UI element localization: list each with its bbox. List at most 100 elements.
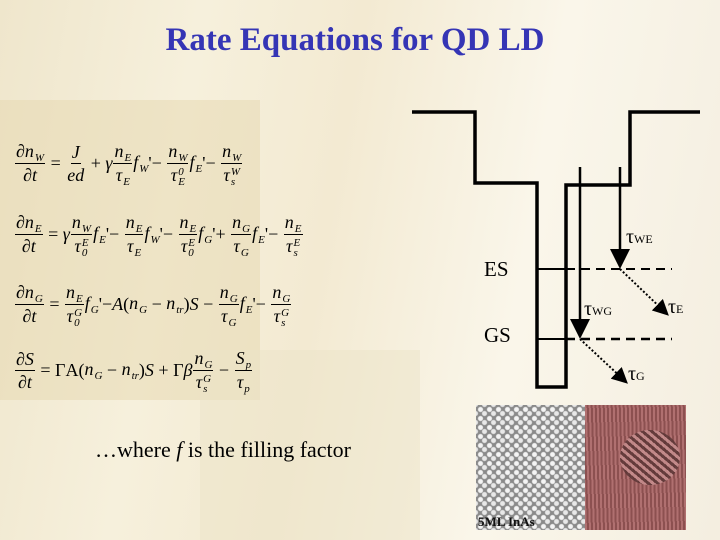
variable-base: n bbox=[232, 212, 242, 232]
variable-base: τ bbox=[195, 371, 203, 392]
variable: f E bbox=[189, 152, 202, 174]
variable-base: n bbox=[121, 359, 131, 380]
sub-superscript: p bbox=[244, 374, 250, 394]
operator-text: − bbox=[102, 359, 122, 380]
variable: n W bbox=[72, 212, 91, 234]
variable: f G bbox=[198, 223, 212, 245]
numerator: n E bbox=[124, 211, 144, 235]
variable-base: τ bbox=[180, 235, 188, 256]
operator-text: ∂ bbox=[16, 212, 25, 233]
variable-base: t bbox=[31, 306, 37, 327]
sub-superscript: W bbox=[139, 154, 148, 175]
superscript: E bbox=[293, 236, 301, 249]
subscript: E bbox=[245, 304, 253, 317]
sub-superscript: E bbox=[123, 167, 130, 187]
variable-base: τ bbox=[126, 235, 134, 256]
variable-base: f bbox=[133, 152, 139, 173]
variable-base: τ bbox=[115, 164, 123, 185]
sub-superscript: G bbox=[94, 361, 102, 382]
variable: f E bbox=[240, 293, 253, 315]
numerator: n W bbox=[70, 211, 93, 235]
sub-superscript: E bbox=[190, 214, 197, 234]
variable-base: β bbox=[183, 359, 193, 380]
variable: f E bbox=[93, 223, 106, 245]
operator-text: '− bbox=[264, 223, 283, 244]
subscript: G bbox=[240, 246, 249, 259]
superscript: G bbox=[74, 306, 83, 319]
gs-label: GS bbox=[484, 323, 511, 347]
numerator: ∂n W bbox=[15, 140, 46, 165]
tau-wg-base: τ bbox=[584, 298, 593, 320]
numerator: S p bbox=[234, 347, 253, 371]
variable: J bbox=[72, 142, 80, 162]
tau-e-base: τ bbox=[668, 296, 677, 318]
variable: S bbox=[145, 360, 154, 381]
variable-base: n bbox=[179, 212, 189, 232]
variable: τ E bbox=[126, 235, 141, 258]
variable-base: t bbox=[31, 165, 37, 186]
numerator: n E bbox=[283, 211, 303, 235]
sub-superscript: G bbox=[139, 295, 147, 316]
variable: t bbox=[27, 372, 32, 392]
subscript: tr bbox=[176, 304, 184, 317]
note-suffix: is the filling factor bbox=[182, 437, 351, 462]
variable-base: τ bbox=[286, 235, 293, 256]
superscript: E bbox=[188, 236, 195, 249]
numerator: n G bbox=[271, 281, 292, 305]
variable: τ G bbox=[221, 306, 236, 328]
operator-text: − bbox=[214, 359, 234, 380]
superscript: 0 bbox=[178, 165, 184, 178]
operator-text: ∂ bbox=[22, 306, 32, 327]
operator-text: − bbox=[147, 293, 167, 314]
numerator: n G bbox=[231, 211, 252, 235]
variable-base: n bbox=[166, 293, 176, 314]
variable: n G bbox=[272, 282, 290, 304]
sub-superscript: W bbox=[82, 214, 91, 234]
tau-wg-label: τWG bbox=[584, 298, 612, 321]
variable-base: f bbox=[198, 223, 204, 244]
subscript: 0 bbox=[74, 316, 80, 329]
variable-base: n bbox=[222, 141, 232, 161]
operator-text: + bbox=[86, 152, 106, 173]
numerator: n G bbox=[218, 281, 239, 305]
sub-superscript: G bbox=[282, 284, 290, 304]
subscript: G bbox=[34, 293, 43, 306]
variable-base: n bbox=[125, 212, 135, 232]
subscript: G bbox=[204, 234, 213, 247]
sub-superscript: E bbox=[134, 238, 141, 258]
sub-superscript: tr bbox=[132, 361, 139, 382]
variable-base: τ bbox=[223, 164, 230, 185]
tau-e-arrow bbox=[619, 268, 669, 316]
variable-base: f bbox=[93, 223, 99, 244]
numerator: ∂n G bbox=[15, 281, 44, 306]
variable: ed bbox=[67, 165, 84, 185]
note-var: f bbox=[176, 437, 183, 462]
denominator: ∂t bbox=[21, 235, 37, 257]
variable-base: τ bbox=[236, 371, 244, 392]
sub-superscript: W bbox=[35, 143, 44, 164]
denominator: τ E bbox=[115, 164, 131, 187]
variable: n E bbox=[114, 141, 131, 163]
subscript: E bbox=[34, 223, 42, 236]
subscript: E bbox=[134, 246, 142, 259]
operator-text: '− bbox=[252, 293, 271, 314]
tau-we-sub: WE bbox=[634, 232, 653, 246]
subscript: G bbox=[229, 292, 238, 305]
